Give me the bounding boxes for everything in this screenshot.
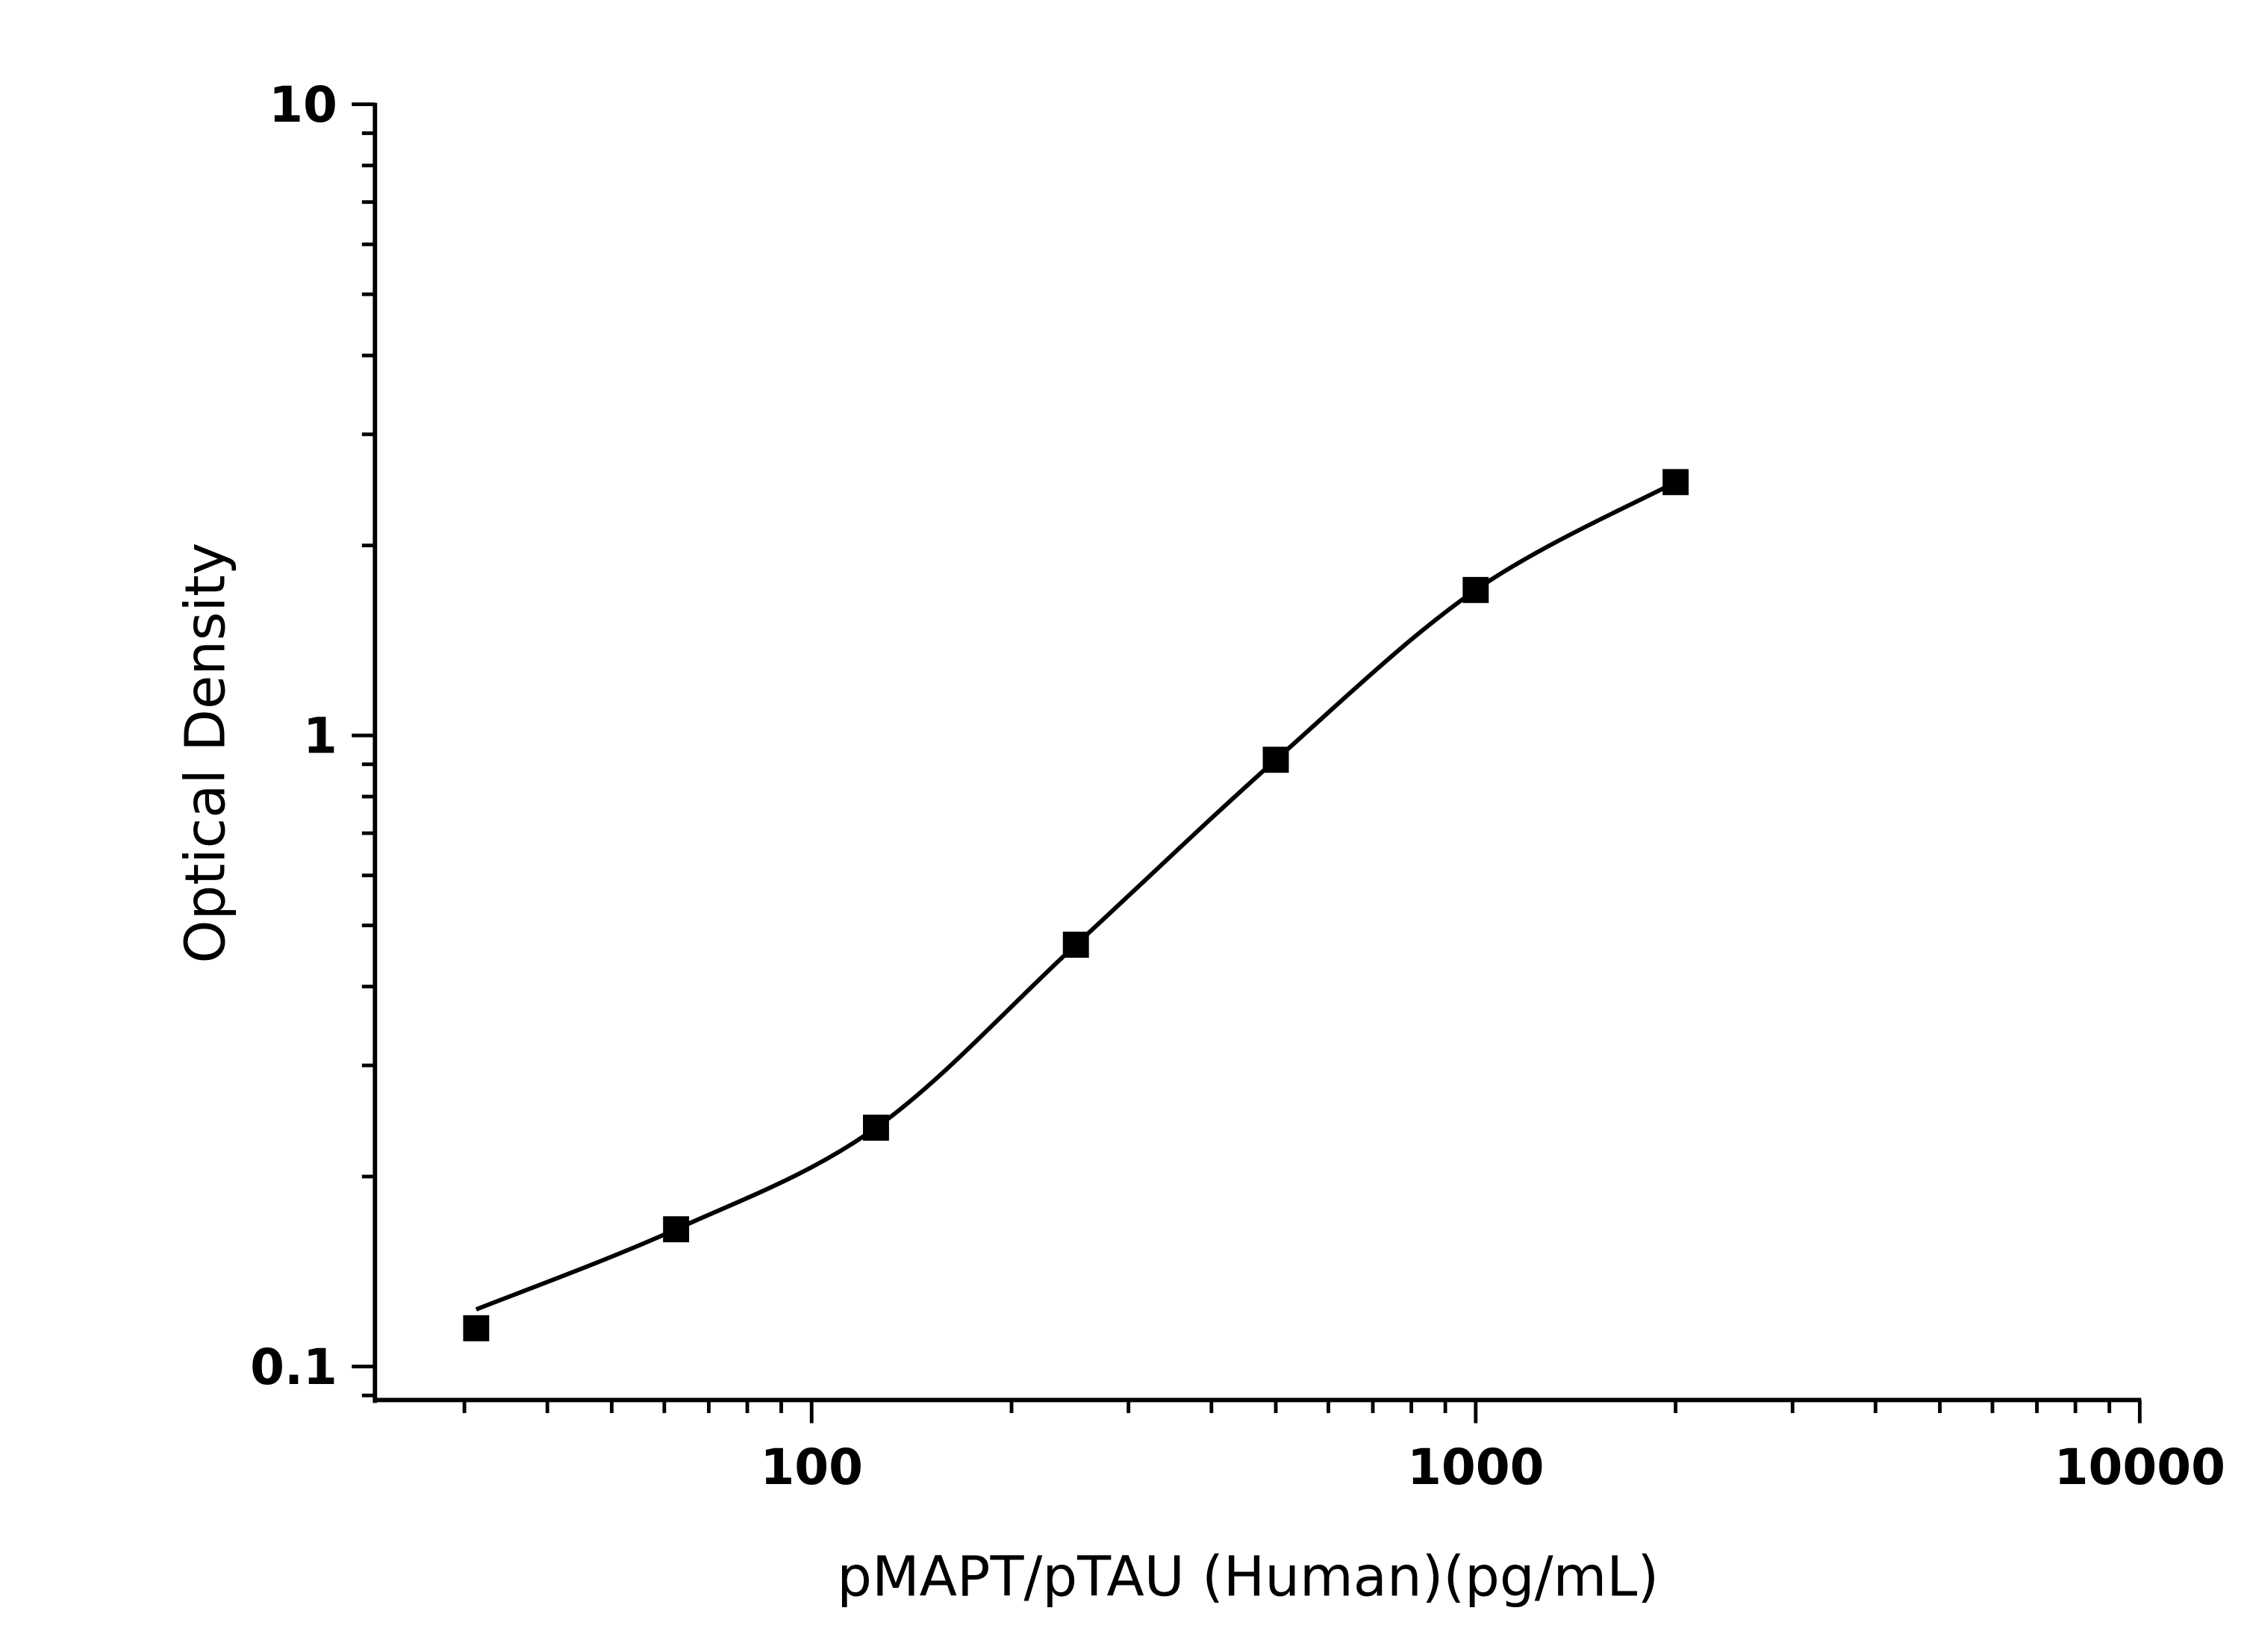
data-point-marker xyxy=(863,1115,889,1141)
data-point-marker xyxy=(1462,576,1489,603)
data-point-marker xyxy=(1062,932,1089,958)
tick-labels: 100 1000 10000 0.1 1 10 xyxy=(250,76,2225,1496)
x-tick-label: 100 xyxy=(760,1439,863,1496)
data-point-marker xyxy=(1662,469,1689,496)
y-axis-title: Optical Density xyxy=(175,543,238,964)
data-point-marker xyxy=(663,1216,690,1243)
data-points xyxy=(463,469,1689,1341)
y-tick-label: 1 xyxy=(303,707,337,764)
fit-curve xyxy=(475,480,1677,1312)
y-tick-label: 0.1 xyxy=(250,1338,337,1396)
x-tick-label: 10000 xyxy=(2054,1439,2225,1496)
x-tick-label: 1000 xyxy=(1407,1439,1544,1496)
ticks xyxy=(352,102,2142,1424)
axes xyxy=(373,102,2142,1403)
data-point-marker xyxy=(463,1315,490,1341)
x-axis-title: pMAPT/pTAU (Human)(pg/mL) xyxy=(837,1545,1659,1609)
y-tick-label: 10 xyxy=(269,76,337,134)
data-point-marker xyxy=(1262,746,1289,773)
